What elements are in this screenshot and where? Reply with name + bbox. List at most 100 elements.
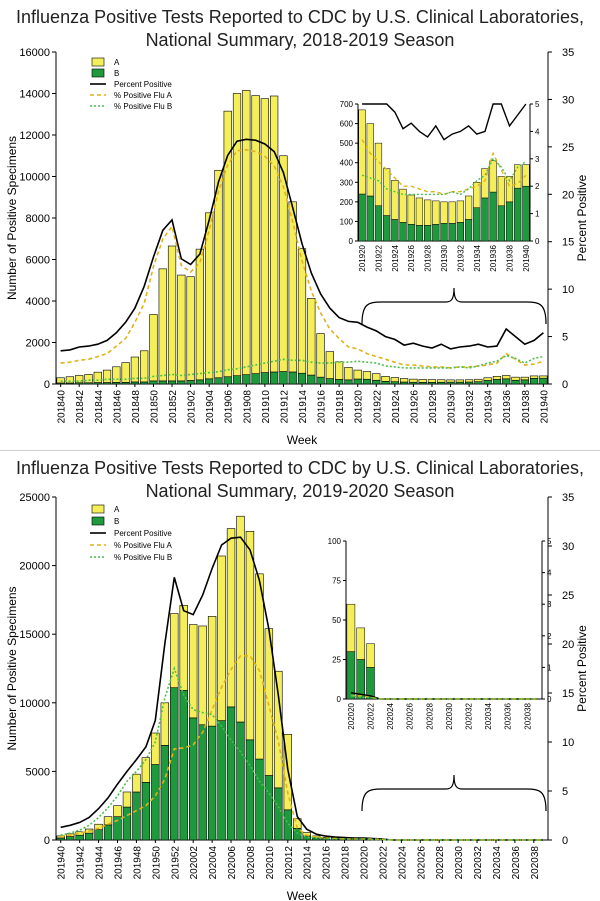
- bar-b: [372, 380, 380, 384]
- bar-a: [150, 314, 158, 380]
- inset-y-tick-label: 0: [337, 695, 342, 704]
- inset-bar-b: [490, 192, 497, 241]
- bar-b: [540, 378, 548, 384]
- inset-y-tick-label: 400: [340, 159, 354, 168]
- bar-b: [180, 690, 188, 840]
- y2-axis-title: Percent Positive: [575, 625, 589, 712]
- inset-bar-b: [523, 186, 530, 241]
- bar-b: [159, 381, 167, 384]
- inset-x-tick-label: 202038: [523, 702, 532, 729]
- legend-percent-positive-label: Percent Positive: [114, 80, 172, 89]
- y-tick-label: 15000: [19, 629, 50, 641]
- x-tick-label: 202038: [530, 846, 541, 880]
- x-tick-label: 201850: [149, 390, 160, 424]
- inset-bar-b: [383, 216, 390, 241]
- inset-y2-tick-label: 2: [547, 632, 552, 641]
- x-tick-label: 202018: [341, 846, 352, 880]
- legend-a-swatch: [92, 58, 104, 66]
- bar-a: [140, 351, 148, 382]
- bar-b: [284, 810, 292, 840]
- x-tick-label: 201946: [114, 846, 125, 880]
- x-tick-label: 201904: [205, 390, 216, 424]
- inset-x-tick-label: 201938: [506, 244, 515, 271]
- bar-b: [280, 372, 288, 384]
- inset-bar-a: [416, 198, 423, 225]
- bar-b: [493, 379, 501, 384]
- inset-x-tick-label: 201920: [358, 244, 367, 271]
- bar-a: [410, 379, 418, 382]
- inset-bar-b: [359, 194, 366, 241]
- bar-a: [103, 370, 111, 382]
- x-tick-label: 201902: [187, 390, 198, 424]
- x-tick-label: 202006: [227, 846, 238, 880]
- bar-a: [133, 774, 141, 792]
- inset-bar-a: [441, 202, 448, 224]
- inset-bar-a: [375, 143, 382, 206]
- bar-b: [242, 375, 250, 384]
- bar-a: [159, 269, 167, 381]
- inset-x-tick-label: 201926: [407, 244, 416, 271]
- x-tick-label: 201846: [112, 390, 123, 424]
- bar-a: [382, 376, 390, 381]
- bar-a: [208, 616, 216, 726]
- y-tick-label: 8000: [26, 213, 50, 225]
- legend-a-label: A: [114, 505, 120, 514]
- bar-b: [170, 688, 178, 840]
- y2-tick-label: 25: [562, 142, 574, 154]
- x-tick-label: 201840: [57, 390, 68, 424]
- x-tick-label: 201852: [168, 390, 179, 424]
- inset-x-tick-label: 201934: [473, 244, 482, 271]
- chart-panel-2018-2019: Influenza Positive Tests Reported to CDC…: [0, 0, 600, 450]
- inset-bar-b: [432, 224, 439, 241]
- inset-bar-a: [465, 196, 472, 219]
- bar-b: [57, 838, 65, 840]
- x-tick-label: 201910: [261, 390, 272, 424]
- bar-b: [317, 377, 325, 384]
- bar-a: [256, 574, 264, 759]
- bar-a: [233, 94, 241, 376]
- legend-a-swatch: [92, 505, 104, 513]
- inset-bar-b: [473, 208, 480, 241]
- inset-x-tick-label: 201922: [374, 244, 383, 271]
- y-tick-label: 25000: [19, 492, 50, 504]
- x-tick-label: 201848: [131, 390, 142, 424]
- bar-b: [123, 807, 131, 840]
- x-tick-label: 201952: [170, 846, 181, 880]
- x-tick-label: 201950: [151, 846, 162, 880]
- bar-a: [270, 96, 278, 372]
- bar-b: [227, 707, 235, 840]
- bar-a: [447, 380, 455, 382]
- bar-a: [326, 352, 334, 379]
- inset-x-tick-label: 202036: [504, 702, 513, 729]
- inset-y-tick-label: 300: [340, 178, 354, 187]
- bar-b: [233, 376, 241, 384]
- legend-b-swatch: [92, 69, 104, 77]
- inset-x-tick-label: 201930: [440, 244, 449, 271]
- inset-background: [346, 541, 542, 699]
- chart-panel-2019-2020: Influenza Positive Tests Reported to CDC…: [0, 450, 600, 900]
- flu-chart-2018-2019: 0200040006000800010000120001400016000051…: [0, 0, 600, 450]
- bar-b: [256, 759, 264, 840]
- bar-b: [199, 725, 207, 840]
- inset-bar-a: [449, 202, 456, 224]
- inset-x-tick-label: 202024: [386, 702, 395, 729]
- x-tick-label: 202036: [511, 846, 522, 880]
- y2-tick-label: 0: [562, 379, 568, 391]
- bar-b: [95, 830, 103, 840]
- bar-a: [530, 376, 538, 378]
- x-tick-label: 201938: [521, 390, 532, 424]
- bar-a: [391, 378, 399, 382]
- bar-b: [261, 373, 269, 384]
- x-tick-label: 201922: [372, 390, 383, 424]
- x-tick-label: 201912: [279, 390, 290, 424]
- x-tick-label: 201932: [465, 390, 476, 424]
- y-tick-label: 14000: [19, 89, 50, 101]
- bar-b: [218, 721, 226, 840]
- bar-b: [237, 722, 245, 840]
- inset-y-tick-label: 25: [332, 656, 341, 665]
- bar-a: [512, 377, 520, 380]
- inset-bar-a: [366, 644, 374, 668]
- legend-b-label: B: [114, 517, 119, 526]
- bar-a: [428, 380, 436, 383]
- inset-bar-b: [514, 188, 521, 241]
